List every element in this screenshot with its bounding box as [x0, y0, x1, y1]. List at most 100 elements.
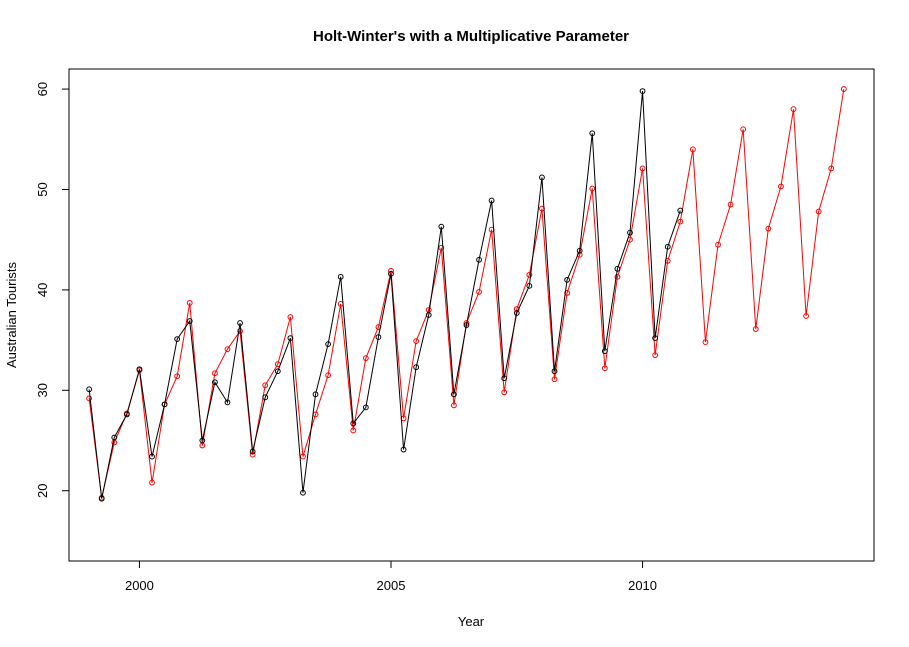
observed-data-point	[564, 276, 570, 283]
fitted-data-point	[350, 427, 357, 434]
fitted-data-point	[476, 289, 482, 295]
observed-data-point	[652, 335, 659, 341]
observed-data-point	[174, 336, 181, 343]
observed-data-point	[337, 273, 344, 280]
fitted-data-point	[639, 165, 646, 172]
observed-data-point	[639, 88, 646, 94]
fitted-data-point	[413, 338, 420, 345]
fitted-data-point	[249, 451, 256, 458]
fitted-data-point	[224, 346, 231, 353]
x-axis: 2000 2005 2010	[125, 560, 657, 593]
observed-data-point	[413, 364, 420, 371]
fitted-data-point	[614, 273, 621, 280]
observed-data-point	[488, 197, 495, 204]
x-tick-label: 2000	[125, 578, 154, 593]
observed-data-point	[425, 312, 432, 318]
observed-data-point	[513, 310, 520, 316]
fitted-data-point	[287, 314, 294, 320]
observed-data-point	[576, 247, 583, 254]
fitted-data-point	[300, 453, 306, 460]
fitted-data-point	[702, 339, 709, 346]
observed-data-point	[287, 335, 294, 341]
observed-data-point	[136, 366, 143, 373]
observed-data-point	[601, 348, 608, 355]
observed-data-point	[262, 394, 269, 401]
fitted-data-point	[438, 244, 445, 251]
x-tick-label: 2010	[628, 578, 657, 593]
fitted-data-point	[689, 146, 696, 153]
observed-data-point	[677, 207, 684, 214]
observed-data-point	[400, 446, 407, 453]
fitted-data-point	[174, 373, 181, 380]
fitted-data-point	[677, 218, 684, 225]
observed-data-point	[237, 320, 243, 326]
fitted-data-point	[715, 241, 721, 248]
observed-data-point	[123, 411, 130, 418]
y-tick-label: 50	[35, 182, 50, 196]
observed-data-point	[388, 270, 394, 277]
observed-data-point	[312, 391, 319, 398]
observed-data-point	[325, 341, 332, 348]
observed-data-point	[350, 420, 357, 427]
observed-data-point	[664, 243, 671, 250]
fitted-data-point	[828, 165, 835, 172]
observed-data-point	[501, 375, 508, 382]
observed-data-point	[86, 386, 93, 393]
observed-series-line	[88, 91, 681, 499]
fitted-data-point	[237, 328, 243, 334]
x-axis-label: Year	[458, 614, 485, 629]
fitted-data-point	[388, 267, 394, 274]
fitted-data-point	[727, 201, 734, 208]
observed-data-point	[274, 368, 281, 375]
observed-data-point	[161, 401, 168, 408]
y-tick-label: 30	[35, 383, 50, 397]
observed-data-point	[111, 434, 118, 441]
plot-frame	[68, 68, 875, 562]
chart-title: Holt-Winter's with a Multiplicative Para…	[313, 28, 629, 45]
observed-data-point	[362, 404, 369, 411]
observed-data-point	[212, 379, 218, 386]
fitted-data-point	[778, 183, 784, 190]
fitted-data-point	[815, 208, 822, 215]
observed-series	[86, 88, 684, 502]
fitted-data-point	[325, 372, 332, 379]
fitted-series	[86, 86, 847, 501]
observed-data-point	[463, 322, 470, 328]
fitted-data-point	[765, 225, 772, 232]
fitted-data-point	[149, 479, 155, 486]
observed-data-point	[375, 334, 382, 340]
fitted-data-point	[840, 86, 847, 92]
observed-data-point	[149, 453, 155, 460]
y-tick-label: 60	[35, 82, 50, 96]
y-tick-label: 20	[35, 483, 50, 497]
fitted-data-point	[86, 395, 93, 402]
observed-data-point	[300, 489, 306, 496]
observed-data-point	[627, 229, 633, 236]
observed-data-point	[589, 130, 596, 137]
x-tick-label: 2005	[377, 578, 406, 593]
series-layer	[86, 86, 847, 502]
observed-data-point	[98, 495, 105, 502]
observed-data-point	[551, 368, 558, 375]
fitted-data-point	[262, 382, 269, 389]
fitted-data-point	[752, 326, 759, 332]
fitted-data-point	[589, 185, 596, 192]
fitted-data-point	[362, 355, 369, 362]
fitted-data-point	[186, 300, 193, 306]
observed-data-point	[224, 399, 231, 406]
observed-data-point	[476, 256, 482, 263]
fitted-data-point	[526, 271, 533, 278]
fitted-data-point	[551, 376, 558, 383]
fitted-data-point	[564, 290, 570, 296]
fitted-data-point	[212, 370, 218, 377]
fitted-data-point	[501, 389, 508, 396]
fitted-data-point	[652, 352, 659, 359]
y-tick-label: 40	[35, 283, 50, 297]
observed-data-point	[450, 391, 457, 398]
fitted-data-point	[740, 126, 747, 133]
observed-data-point	[539, 174, 545, 181]
observed-data-point	[249, 448, 256, 455]
observed-data-point	[614, 265, 621, 272]
